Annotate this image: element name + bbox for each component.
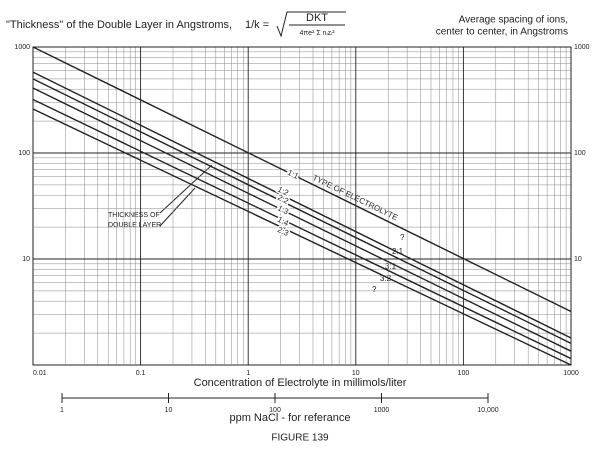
x-tick-label: 1 xyxy=(246,370,250,377)
y2-tick-label: 100 xyxy=(574,150,586,157)
annotation: THICKNESS OF xyxy=(108,212,160,219)
series-label: 1:1 xyxy=(286,168,300,181)
title-right: Average spacing of ions, xyxy=(459,15,568,26)
x2-tick-label: 100 xyxy=(269,407,281,414)
y-tick-label: 1000 xyxy=(14,44,30,51)
title-right: center to center, in Angstroms xyxy=(436,27,568,38)
x-axis-label: Concentration of Electrolyte in millimol… xyxy=(194,377,407,389)
y2-tick-label: 1000 xyxy=(574,44,590,51)
series-line xyxy=(32,46,572,313)
y-tick-label: 100 xyxy=(18,150,30,157)
x-tick-label: 0.1 xyxy=(136,370,146,377)
series-label: 1:3 xyxy=(276,203,290,216)
annotation: TYPE OF ELECTROLYTE xyxy=(311,173,399,222)
y2-tick-label: 10 xyxy=(574,256,582,263)
formula-numerator: DKT xyxy=(306,12,328,24)
x-tick-label: 100 xyxy=(458,370,470,377)
series-line xyxy=(32,87,572,352)
formula-denominator: 4πe² Σ nᵢzᵢ² xyxy=(299,30,335,37)
radical xyxy=(276,11,346,38)
caption: FIGURE 139 xyxy=(271,433,329,444)
series-line xyxy=(32,98,572,360)
formula-lhs: 1/k = xyxy=(245,19,269,31)
x-tick-label: 0.01 xyxy=(33,370,47,377)
x2-tick-label: 1 xyxy=(60,407,64,414)
series-line xyxy=(32,71,572,339)
annotation: DOUBLE LAYER xyxy=(108,222,161,229)
series-line xyxy=(32,78,572,344)
x2-tick-label: 10,000 xyxy=(477,407,499,414)
x2-tick-label: 10 xyxy=(165,407,173,414)
annotation: ? xyxy=(400,233,405,242)
series-line xyxy=(32,108,572,366)
x2-tick-label: 1000 xyxy=(374,407,390,414)
x-tick-label: 1000 xyxy=(563,370,579,377)
pointer xyxy=(159,187,196,227)
plot-frame xyxy=(32,46,572,366)
annotation: ? xyxy=(372,285,377,294)
x2-axis-label: ppm NaCl - for referance xyxy=(229,412,350,424)
pointer xyxy=(159,164,213,214)
y-tick-label: 10 xyxy=(22,256,30,263)
title-left: "Thickness" of the Double Layer in Angst… xyxy=(6,19,232,31)
x-tick-label: 10 xyxy=(352,370,360,377)
